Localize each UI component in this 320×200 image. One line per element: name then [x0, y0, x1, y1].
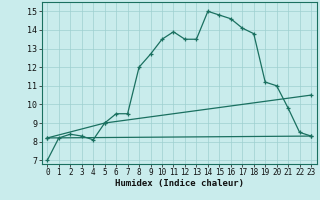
X-axis label: Humidex (Indice chaleur): Humidex (Indice chaleur)	[115, 179, 244, 188]
